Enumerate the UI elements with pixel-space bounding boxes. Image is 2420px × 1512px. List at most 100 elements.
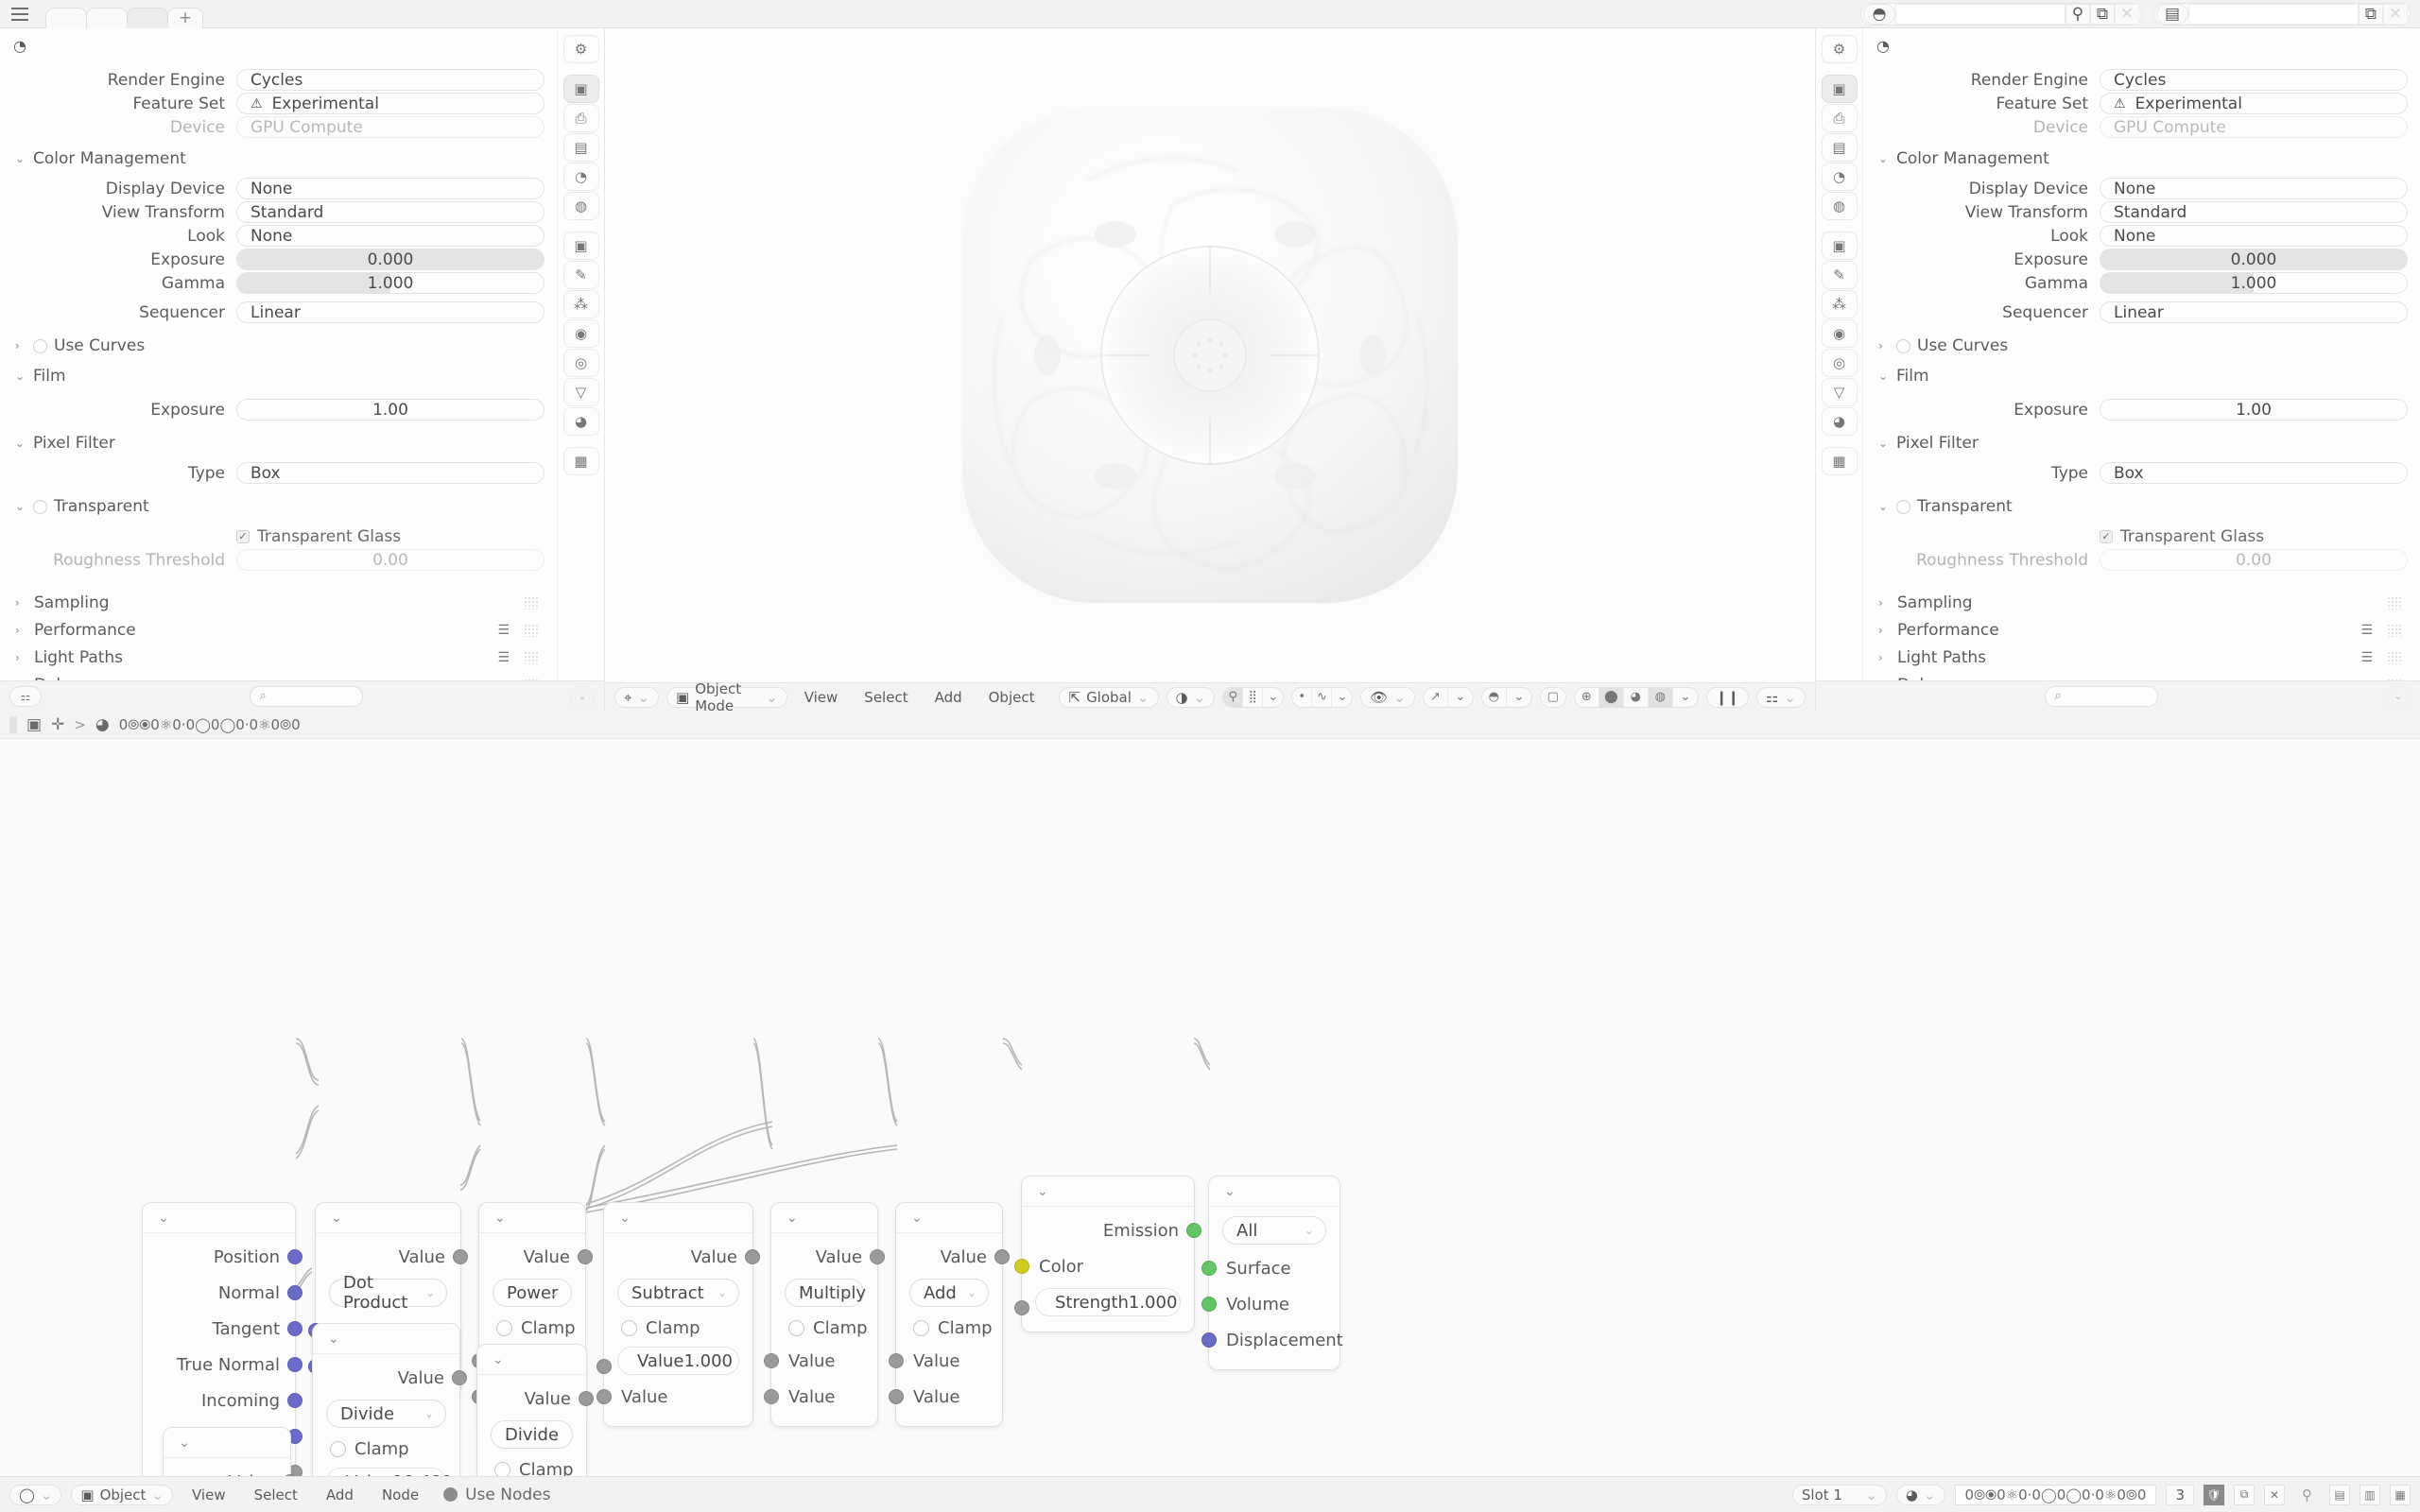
socket-emission-out[interactable]: Emission — [1022, 1212, 1201, 1248]
pin-icon[interactable]: ⚲ — [2302, 1486, 2312, 1503]
close-icon[interactable]: ✕ — [2383, 4, 2408, 25]
workspace-tab-1[interactable] — [45, 7, 87, 28]
view-layer-selector[interactable]: ▤ ⧉ ✕ — [2153, 3, 2411, 26]
menu-node[interactable]: Node — [381, 1486, 420, 1503]
editor-type-selector[interactable]: ⌖ ⌄ — [614, 686, 660, 708]
socket-value-out[interactable]: Value — [896, 1239, 1010, 1275]
visibility-selector[interactable]: 👁 ⌄ — [1360, 686, 1415, 708]
view-transform-dropdown[interactable]: Standard — [236, 201, 544, 223]
chevron-down-icon[interactable]: ⌄ — [493, 1351, 504, 1367]
node-header[interactable]: ⌄ — [164, 1428, 290, 1458]
socket-dot-vector[interactable] — [287, 1357, 302, 1372]
socket-surface[interactable]: Surface — [1201, 1250, 1340, 1286]
clamp-checkbox[interactable] — [496, 1319, 512, 1336]
exposure-slider[interactable]: 0.000 — [2100, 249, 2408, 270]
socket-value-out[interactable]: Value — [604, 1239, 760, 1275]
menu-view[interactable]: View — [192, 1486, 226, 1503]
scene-icon[interactable]: ◔ — [1821, 163, 1858, 191]
socket-color[interactable]: Color — [1014, 1248, 1194, 1284]
view-layer-icon[interactable]: ▤ — [562, 133, 599, 162]
material-icon[interactable]: ◕ — [1821, 407, 1858, 436]
row-use-curves[interactable]: › Use Curves — [1863, 334, 2420, 358]
texture-icon[interactable]: ▦ — [1821, 447, 1858, 475]
close-icon[interactable]: ✕ — [2115, 4, 2139, 25]
exposure-slider[interactable]: 0.000 — [236, 249, 544, 270]
view-transform-dropdown[interactable]: Standard — [2100, 201, 2408, 223]
modifier-icon[interactable]: ✎ — [1821, 261, 1858, 289]
socket-true-normal[interactable]: True Normal — [143, 1347, 302, 1383]
gizmo-icon[interactable]: ↗ — [1424, 687, 1448, 707]
node-math-divide-1395[interactable]: ⌄ Value Divide⌄ Clamp V1395.000 Val256.0… — [163, 1427, 298, 1476]
socket-dot-vector[interactable] — [287, 1393, 302, 1408]
fake-user-icon[interactable]: 🛡 — [2204, 1484, 2224, 1505]
feature-set-dropdown[interactable]: ⚠ Experimental — [236, 93, 544, 114]
section-sampling[interactable]: › Sampling — [0, 589, 558, 616]
transparent-glass-toggle[interactable]: ✓ Transparent Glass — [236, 527, 401, 546]
object-data-icon[interactable]: ▽ — [1821, 378, 1858, 406]
shading-wireframe-icon[interactable]: ⊕ — [1575, 687, 1599, 707]
chevron-down-icon[interactable]: ⌄ — [331, 1210, 342, 1226]
physics-icon[interactable]: ◉ — [1821, 319, 1858, 348]
object-data-icon[interactable]: ▽ — [562, 378, 599, 406]
scene-icon[interactable]: ◔ — [562, 163, 599, 191]
search-input[interactable]: ⌕ — [249, 685, 363, 707]
filter-toggle-icon[interactable]: ⚏ — [9, 685, 42, 707]
chevron-down-icon[interactable]: ⌄ — [786, 1210, 798, 1226]
transparent-glass-toggle[interactable]: ✓ Transparent Glass — [2100, 527, 2264, 546]
socket-dot-vector[interactable] — [287, 1321, 302, 1336]
sequencer-dropdown[interactable]: Linear — [236, 301, 544, 323]
socket-dot-value[interactable] — [994, 1249, 1010, 1264]
unlink-icon[interactable]: ✕ — [2264, 1484, 2285, 1505]
math-operation-dropdown[interactable]: Power ⌄ — [493, 1279, 572, 1307]
particles-icon[interactable]: ⁂ — [562, 290, 599, 318]
clamp-toggle[interactable]: Clamp — [604, 1313, 752, 1343]
chevron-down-icon[interactable]: ⌄ — [1268, 690, 1279, 704]
socket-value-1[interactable]: Value — [764, 1343, 877, 1379]
scene-name-input[interactable] — [1895, 4, 2066, 25]
row-use-curves[interactable]: › Use Curves — [0, 334, 558, 358]
section-transparent[interactable]: ⌄ Transparent — [0, 494, 558, 519]
film-exposure-field[interactable]: 1.00 — [236, 399, 544, 421]
particles-icon[interactable]: ⁂ — [1821, 290, 1858, 318]
value-field-1[interactable]: Value19.480 — [326, 1468, 452, 1476]
socket-value-out[interactable]: Value — [313, 1360, 467, 1396]
render-icon[interactable]: ▣ — [562, 75, 599, 103]
socket-dot-value[interactable] — [889, 1389, 904, 1404]
look-dropdown[interactable]: None — [236, 225, 544, 247]
material-icon[interactable]: ◕ — [562, 407, 599, 436]
vector-math-operation-dropdown[interactable]: Dot Product ⌄ — [329, 1273, 447, 1313]
add-workspace-button[interactable]: + — [167, 7, 203, 28]
preset-list-icon[interactable]: ☰ — [2360, 649, 2374, 665]
section-film[interactable]: ⌄ Film — [1863, 364, 2420, 388]
section-pixel-filter[interactable]: ⌄ Pixel Filter — [0, 431, 558, 455]
node-header[interactable]: ⌄ — [477, 1345, 586, 1375]
clamp-checkbox[interactable] — [621, 1319, 637, 1336]
view-layer-name-input[interactable] — [2188, 4, 2359, 25]
chevron-down-icon[interactable]: ⌄ — [1224, 1183, 1236, 1199]
display-device-dropdown[interactable]: None — [2100, 178, 2408, 199]
shading-rendered-icon[interactable]: ◍ — [1648, 687, 1673, 707]
clamp-checkbox[interactable] — [330, 1440, 346, 1457]
interaction-mode-selector[interactable]: ▣ Object Mode ⌄ — [666, 680, 787, 714]
preset-list-icon[interactable]: ☰ — [2360, 622, 2374, 638]
material-browse-button[interactable]: ◕ ⌄ — [1895, 1484, 1945, 1505]
view-layer-icon[interactable]: ▤ — [1821, 133, 1858, 162]
sequencer-dropdown[interactable]: Linear — [2100, 301, 2408, 323]
material-users-count[interactable]: 3 — [2166, 1484, 2194, 1505]
film-exposure-field[interactable]: 1.00 — [2100, 399, 2408, 421]
section-film[interactable]: ⌄ Film — [0, 364, 558, 388]
socket-value-2[interactable]: Value — [764, 1379, 877, 1415]
clamp-toggle[interactable]: Clamp — [477, 1454, 586, 1476]
node-header[interactable]: ⌄ — [313, 1324, 459, 1354]
socket-incoming[interactable]: Incoming — [143, 1383, 302, 1418]
socket-dot-color[interactable] — [1014, 1259, 1029, 1274]
socket-value-out[interactable]: Value — [477, 1381, 594, 1417]
socket-dot-value[interactable] — [578, 1249, 593, 1264]
section-transparent[interactable]: ⌄ Transparent — [1863, 494, 2420, 519]
section-color-management[interactable]: ⌄ Color Management — [0, 146, 558, 171]
socket-tangent[interactable]: Tangent — [143, 1311, 302, 1347]
gamma-slider[interactable]: 1.000 — [2100, 272, 2408, 294]
pixel-filter-type-dropdown[interactable]: Box — [2100, 462, 2408, 484]
node-header[interactable]: ⌄ — [316, 1203, 460, 1233]
workspace-tab-3[interactable] — [127, 7, 168, 28]
